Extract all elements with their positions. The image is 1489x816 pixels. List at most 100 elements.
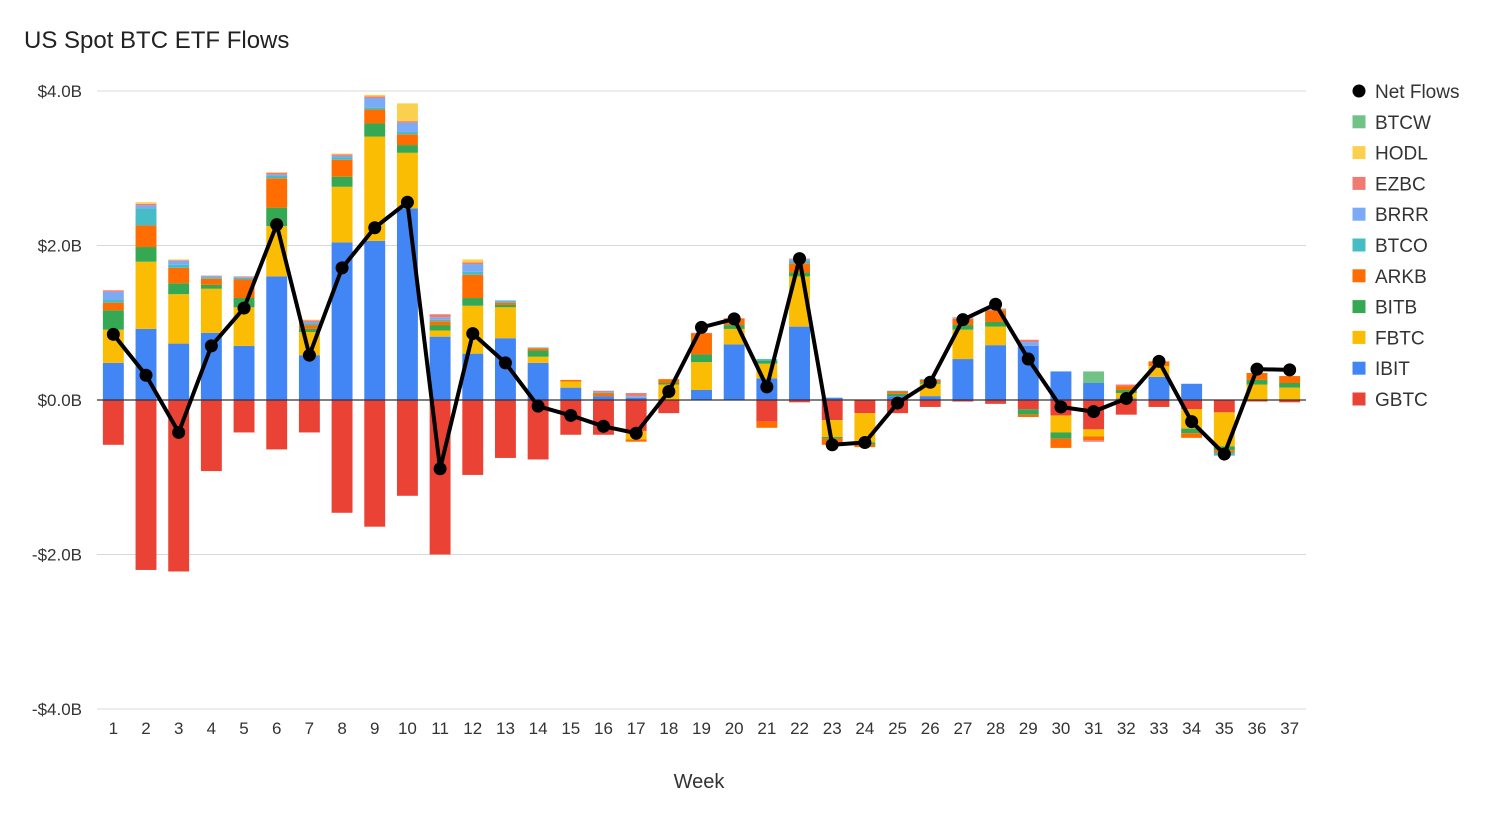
bar-brrr-week-8: [331, 155, 353, 158]
legend-swatch-btcw: [1352, 115, 1366, 129]
bar-bitb-week-9: [364, 123, 386, 137]
bar-gbtc-week-10: [396, 400, 418, 496]
bar-gbtc-week-37: [1279, 400, 1301, 403]
bar-arkb-week-21: [756, 421, 778, 428]
bar-gbtc-week-36: [1246, 400, 1268, 402]
bar-fbtc-week-30: [1050, 415, 1072, 433]
bar-fbtc-week-10: [396, 152, 418, 209]
x-tick-label: 30: [1051, 719, 1070, 738]
legend-swatch-hodl: [1352, 146, 1366, 160]
bar-fbtc-week-37: [1279, 387, 1301, 400]
x-tick-label: 19: [692, 719, 711, 738]
bar-ibit-week-19: [691, 389, 712, 400]
bar-ibit-week-12: [462, 353, 484, 400]
x-tick-label: 36: [1248, 719, 1267, 738]
bar-hodl-week-7: [298, 319, 320, 321]
bar-hodl-week-2: [135, 202, 157, 204]
bar-brrr-week-11: [429, 317, 451, 320]
bar-gbtc-week-26: [919, 400, 941, 407]
x-tick-label: 7: [305, 719, 314, 738]
legend-swatch-btco: [1352, 238, 1366, 252]
bar-ibit-week-3: [168, 343, 190, 400]
x-tick-label: 3: [174, 719, 183, 738]
bar-fbtc-week-19: [691, 362, 712, 390]
bar-ezbc-week-10: [396, 121, 418, 123]
bar-arkb-week-11: [429, 321, 451, 326]
bar-fbtc-week-15: [560, 381, 582, 388]
bar-arkb-week-30: [1050, 438, 1072, 448]
legend-swatch-fbtc: [1352, 330, 1366, 344]
bar-hodl-week-6: [266, 172, 288, 173]
x-tick-label: 12: [463, 719, 482, 738]
net-flows-point-week-36: [1250, 362, 1264, 376]
bar-ezbc-week-29: [1017, 339, 1039, 343]
x-tick-label: 27: [953, 719, 972, 738]
bar-fbtc-week-36: [1246, 384, 1268, 400]
bar-bitb-week-14: [527, 350, 549, 357]
bar-gbtc-week-4: [200, 400, 222, 472]
net-flows-point-week-33: [1152, 354, 1166, 368]
bar-gbtc-week-9: [364, 400, 386, 527]
net-flows-point-week-5: [237, 301, 251, 315]
net-flows-point-week-11: [433, 462, 447, 476]
bar-btco-week-8: [331, 157, 353, 160]
legend: Net Flows BTCW HODL EZBC BRRR BTCO ARKB BITB FBT…: [1352, 82, 1459, 411]
bar-ezbc-week-7: [298, 320, 320, 322]
bar-bitb-week-32: [1115, 389, 1137, 394]
bar-arkb-week-31: [1083, 436, 1105, 441]
net-flows-point-week-16: [596, 419, 610, 433]
bar-arkb-week-32: [1115, 386, 1137, 390]
bar-ibit-week-1: [102, 362, 124, 400]
bar-ibit-week-9: [364, 240, 386, 400]
bar-btco-week-11: [429, 319, 451, 322]
bar-gbtc-week-14: [527, 400, 549, 460]
bar-bitb-week-34: [1181, 428, 1203, 434]
x-tick-label: 35: [1215, 719, 1234, 738]
legend-label-hodl: HODL: [1375, 144, 1428, 165]
x-tick-label: 29: [1019, 719, 1038, 738]
bar-bitb-week-2: [135, 247, 157, 262]
bar-brrr-week-10: [396, 122, 418, 132]
bar-bitb-week-21: [756, 360, 778, 364]
bar-btco-week-3: [168, 264, 190, 268]
bar-ezbc-week-9: [364, 96, 386, 98]
net-flows-point-week-10: [400, 195, 414, 209]
bar-bitb-week-11: [429, 325, 451, 331]
bar-ezbc-week-12: [462, 262, 484, 265]
bar-ibit-week-7: [298, 355, 320, 400]
bar-ibit-week-14: [527, 362, 549, 400]
x-tick-label: 1: [109, 719, 118, 738]
bar-bitb-week-3: [168, 283, 190, 295]
legend-label-btco: BTCO: [1375, 236, 1428, 257]
x-tick-label: 9: [370, 719, 379, 738]
bar-gbtc-week-33: [1148, 400, 1170, 407]
bar-arkb-week-4: [200, 278, 222, 285]
bar-bitb-week-30: [1050, 432, 1072, 439]
bar-arkb-week-14: [527, 348, 549, 351]
net-flows-point-week-32: [1119, 391, 1133, 405]
bar-brrr-week-9: [364, 97, 386, 108]
net-flows-point-week-3: [172, 425, 186, 439]
bar-bitb-week-4: [200, 284, 222, 289]
bar-fbtc-week-13: [494, 307, 516, 339]
legend-label-ibit: IBIT: [1375, 359, 1410, 380]
legend-label-net-flows: Net Flows: [1375, 82, 1459, 103]
bar-ezbc-week-16: [593, 390, 614, 392]
bar-gbtc-week-5: [233, 400, 255, 433]
bar-fbtc-week-35: [1213, 412, 1235, 447]
bar-gbtc-week-18: [658, 400, 680, 414]
bar-gbtc-week-7: [298, 400, 320, 433]
legend-label-btcw: BTCW: [1375, 113, 1431, 134]
net-flows-point-week-35: [1217, 447, 1231, 461]
bar-fbtc-week-3: [168, 294, 190, 344]
bar-bitb-week-28: [985, 321, 1007, 327]
bar-bitb-week-19: [691, 354, 712, 363]
bar-gbtc-week-1: [102, 400, 124, 445]
net-flows-point-week-1: [106, 327, 120, 341]
y-tick-label: $0.0B: [38, 391, 82, 410]
bar-btco-week-4: [200, 277, 222, 279]
bar-arkb-week-34: [1181, 433, 1203, 438]
bar-ezbc-week-8: [331, 154, 353, 156]
bar-gbtc-week-34: [1181, 400, 1203, 410]
